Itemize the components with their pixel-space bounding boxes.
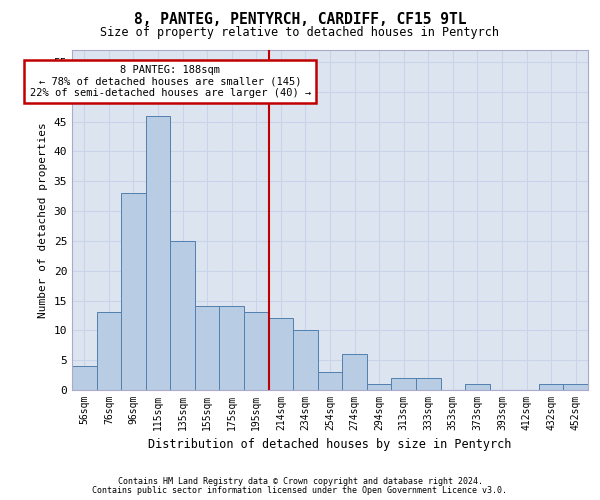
Bar [72,366,97,390]
Bar [97,312,121,390]
Text: Size of property relative to detached houses in Pentyrch: Size of property relative to detached ho… [101,26,499,39]
Bar [121,193,146,390]
Bar [342,354,367,390]
Bar [269,318,293,390]
X-axis label: Distribution of detached houses by size in Pentyrch: Distribution of detached houses by size … [148,438,512,452]
Bar [293,330,318,390]
Text: 8, PANTEG, PENTYRCH, CARDIFF, CF15 9TL: 8, PANTEG, PENTYRCH, CARDIFF, CF15 9TL [134,12,466,28]
Text: Contains HM Land Registry data © Crown copyright and database right 2024.: Contains HM Land Registry data © Crown c… [118,477,482,486]
Y-axis label: Number of detached properties: Number of detached properties [38,122,48,318]
Bar [367,384,391,390]
Bar [244,312,269,390]
Bar [391,378,416,390]
Bar [220,306,244,390]
Bar [416,378,440,390]
Bar [195,306,220,390]
Bar [563,384,588,390]
Text: Contains public sector information licensed under the Open Government Licence v3: Contains public sector information licen… [92,486,508,495]
Bar [318,372,342,390]
Bar [170,241,195,390]
Bar [465,384,490,390]
Bar [146,116,170,390]
Text: 8 PANTEG: 188sqm
← 78% of detached houses are smaller (145)
22% of semi-detached: 8 PANTEG: 188sqm ← 78% of detached house… [29,65,311,98]
Bar [539,384,563,390]
